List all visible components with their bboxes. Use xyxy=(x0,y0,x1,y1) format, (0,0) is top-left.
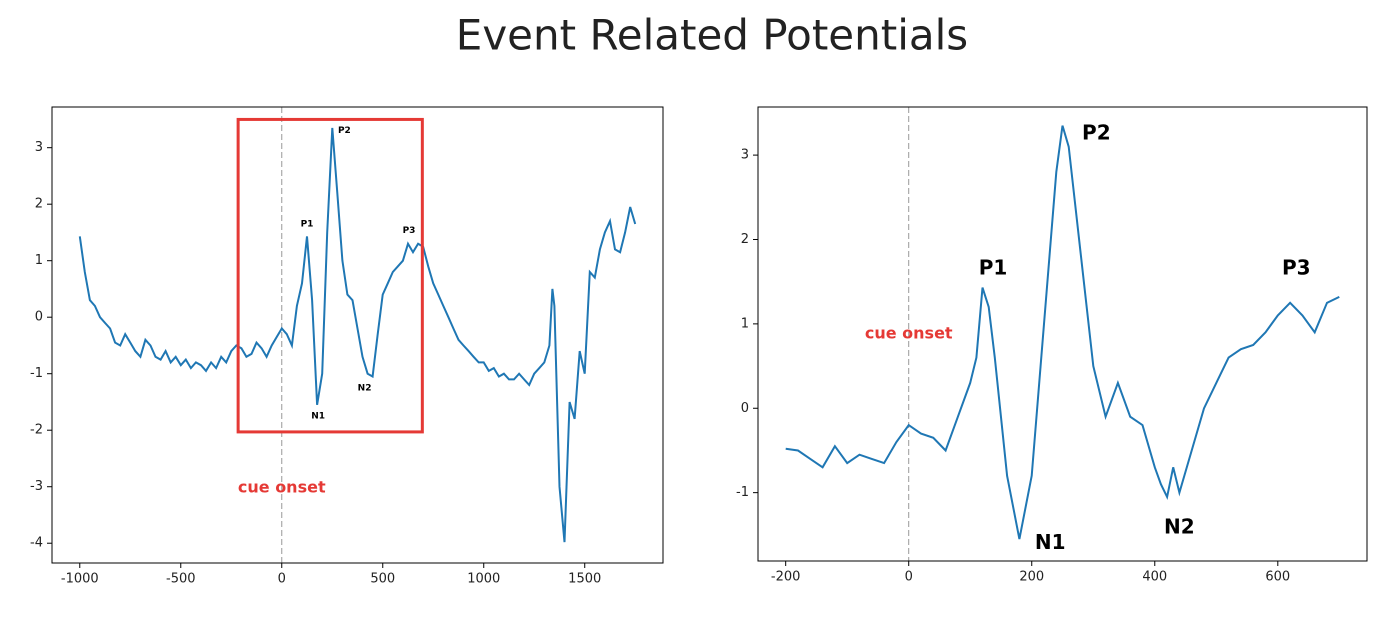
y-tick-label: 3 xyxy=(741,148,749,163)
x-tick-label: 0 xyxy=(278,572,286,587)
y-tick-label: 2 xyxy=(35,197,43,212)
y-tick-label: -2 xyxy=(30,423,43,438)
y-tick-label: -1 xyxy=(736,485,749,500)
y-tick-label: 2 xyxy=(741,232,749,247)
x-tick-label: 0 xyxy=(905,570,913,585)
plot-frame xyxy=(51,106,664,564)
y-tick-label: -3 xyxy=(30,479,43,494)
cue-label: cue onset xyxy=(865,324,953,343)
peak-label: N1 xyxy=(311,412,325,422)
highlight-box xyxy=(236,117,424,434)
x-tick-label: 500 xyxy=(370,572,395,587)
peak-label: N2 xyxy=(1164,515,1195,539)
y-tick-label: 3 xyxy=(35,140,43,155)
y-tick-label: 0 xyxy=(741,401,749,416)
x-tick-label: 600 xyxy=(1265,570,1290,585)
peak-label: N1 xyxy=(1035,530,1066,554)
y-tick-label: 0 xyxy=(35,310,43,325)
x-tick-label: 1500 xyxy=(568,572,601,587)
x-tick-label: -1000 xyxy=(61,572,99,587)
peak-label: P3 xyxy=(403,226,416,236)
cue-label: cue onset xyxy=(238,477,326,496)
page-title: Event Related Potentials xyxy=(456,11,968,60)
peak-label: N2 xyxy=(358,383,372,393)
plot-frame xyxy=(757,106,1368,562)
y-tick-label: -4 xyxy=(30,536,43,551)
x-tick-label: -200 xyxy=(771,570,801,585)
x-tick-label: -500 xyxy=(166,572,196,587)
x-tick-label: 1000 xyxy=(467,572,500,587)
peak-label: P1 xyxy=(301,219,314,229)
peak-label: P1 xyxy=(979,256,1008,280)
y-tick-label: -1 xyxy=(30,366,43,381)
peak-label: P2 xyxy=(338,126,351,136)
peak-label: P3 xyxy=(1282,256,1311,280)
x-tick-label: 200 xyxy=(1019,570,1044,585)
peak-label: P2 xyxy=(1082,121,1111,145)
y-tick-label: 1 xyxy=(35,253,43,268)
y-tick-label: 1 xyxy=(741,316,749,331)
erp-line xyxy=(78,127,637,543)
erp-line xyxy=(785,125,1340,540)
x-tick-label: 400 xyxy=(1142,570,1167,585)
